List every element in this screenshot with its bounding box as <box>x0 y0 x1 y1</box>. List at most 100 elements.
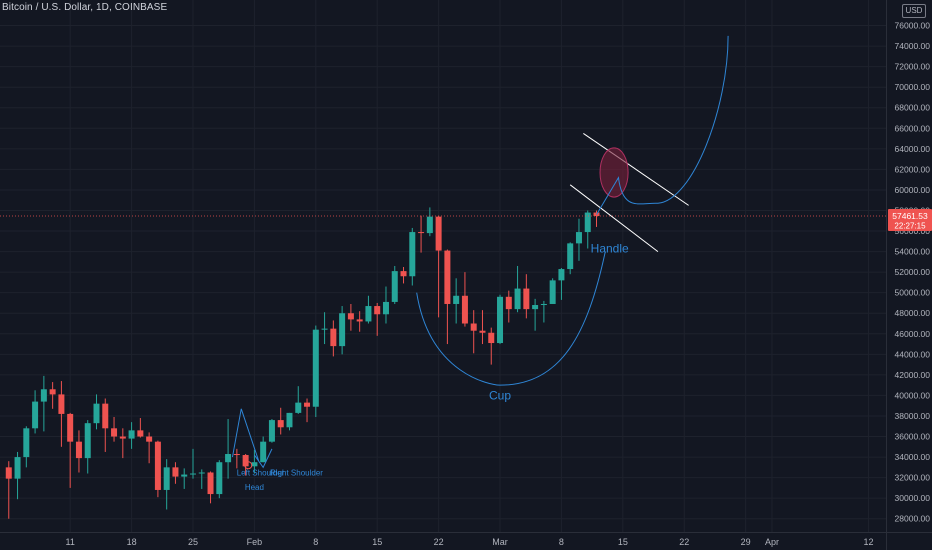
candle[interactable] <box>453 278 460 324</box>
candle-body[interactable] <box>5 467 12 479</box>
candle-body[interactable] <box>14 457 21 479</box>
candle-body[interactable] <box>268 420 275 442</box>
candle-body[interactable] <box>575 232 582 244</box>
candle[interactable] <box>374 302 381 336</box>
handle-upper-line[interactable] <box>583 133 689 206</box>
candle-body[interactable] <box>163 467 170 490</box>
candle-body[interactable] <box>549 280 556 304</box>
candle-body[interactable] <box>304 402 311 407</box>
candle-body[interactable] <box>146 436 153 442</box>
candle[interactable] <box>163 459 170 510</box>
candle[interactable] <box>111 417 118 442</box>
candle[interactable] <box>400 267 407 284</box>
marker-circle[interactable] <box>244 461 253 470</box>
candle[interactable] <box>137 418 144 438</box>
candle[interactable] <box>40 375 47 432</box>
candle-body[interactable] <box>558 269 565 281</box>
candle[interactable] <box>347 303 354 331</box>
candle[interactable] <box>119 428 126 459</box>
candle[interactable] <box>84 420 91 474</box>
candle-body[interactable] <box>75 441 82 459</box>
candle-body[interactable] <box>330 328 337 347</box>
candle-body[interactable] <box>505 296 512 310</box>
candle[interactable] <box>549 278 556 304</box>
projection-curve[interactable] <box>596 35 729 215</box>
candle[interactable] <box>277 407 284 435</box>
candle[interactable] <box>321 312 328 345</box>
candle[interactable] <box>198 469 205 489</box>
cup-curve[interactable] <box>416 251 606 386</box>
candle-body[interactable] <box>172 467 179 477</box>
candle-body[interactable] <box>260 441 267 463</box>
candle[interactable] <box>523 274 530 319</box>
candle-body[interactable] <box>49 389 56 395</box>
candle-body[interactable] <box>181 474 188 477</box>
candle[interactable] <box>23 426 30 468</box>
candle[interactable] <box>365 295 372 324</box>
candle[interactable] <box>14 451 21 500</box>
candle[interactable] <box>584 210 591 249</box>
candle-body[interactable] <box>567 243 574 270</box>
candle-body[interactable] <box>347 313 354 320</box>
candle[interactable] <box>5 461 12 519</box>
candle[interactable] <box>382 286 389 324</box>
candle[interactable] <box>268 419 275 443</box>
candle-body[interactable] <box>426 216 433 234</box>
candle[interactable] <box>172 462 179 484</box>
candle-body[interactable] <box>400 271 407 277</box>
candle-body[interactable] <box>102 403 109 429</box>
candle-body[interactable] <box>277 420 284 428</box>
candle-body[interactable] <box>207 472 214 495</box>
candle[interactable] <box>567 242 574 275</box>
candle[interactable] <box>67 412 74 488</box>
candle-body[interactable] <box>93 403 100 424</box>
candles[interactable] <box>5 207 600 519</box>
candle-body[interactable] <box>119 436 126 439</box>
candle[interactable] <box>479 310 486 345</box>
candle-body[interactable] <box>409 232 416 277</box>
candle-body[interactable] <box>435 216 442 251</box>
candle-body[interactable] <box>137 430 144 437</box>
candle[interactable] <box>497 294 504 345</box>
candle[interactable] <box>505 290 512 323</box>
candle[interactable] <box>418 215 425 253</box>
candle-body[interactable] <box>497 296 504 344</box>
candle[interactable] <box>102 398 109 452</box>
candle-body[interactable] <box>488 332 495 344</box>
candle-body[interactable] <box>154 441 161 490</box>
candle[interactable] <box>435 215 442 318</box>
candle[interactable] <box>93 394 100 430</box>
candle[interactable] <box>189 448 196 479</box>
candle-body[interactable] <box>479 330 486 333</box>
candle-body[interactable] <box>356 319 363 322</box>
handle-lower-line[interactable] <box>569 184 659 252</box>
candle[interactable] <box>312 325 319 418</box>
candle-body[interactable] <box>514 288 521 310</box>
candle-body[interactable] <box>23 428 30 458</box>
candle[interactable] <box>532 298 539 331</box>
candle[interactable] <box>225 419 232 479</box>
candle-body[interactable] <box>225 453 232 463</box>
candle[interactable] <box>514 265 521 313</box>
candle-body[interactable] <box>84 423 91 459</box>
candle[interactable] <box>409 227 416 286</box>
candle-body[interactable] <box>286 412 293 428</box>
candle[interactable] <box>295 386 302 414</box>
candle[interactable] <box>216 460 223 499</box>
head-shoulders-drawing[interactable] <box>231 408 273 469</box>
candle[interactable] <box>233 448 240 469</box>
candle[interactable] <box>58 381 65 447</box>
candle-body[interactable] <box>382 301 389 315</box>
candle-body[interactable] <box>128 430 135 439</box>
candle[interactable] <box>575 218 582 261</box>
candle-body[interactable] <box>391 271 398 302</box>
candle-body[interactable] <box>339 313 346 347</box>
candle-body[interactable] <box>312 329 319 407</box>
candle[interactable] <box>128 422 135 449</box>
candle[interactable] <box>444 249 451 345</box>
candle-body[interactable] <box>453 295 460 304</box>
candle-body[interactable] <box>251 462 258 467</box>
candle[interactable] <box>488 327 495 365</box>
